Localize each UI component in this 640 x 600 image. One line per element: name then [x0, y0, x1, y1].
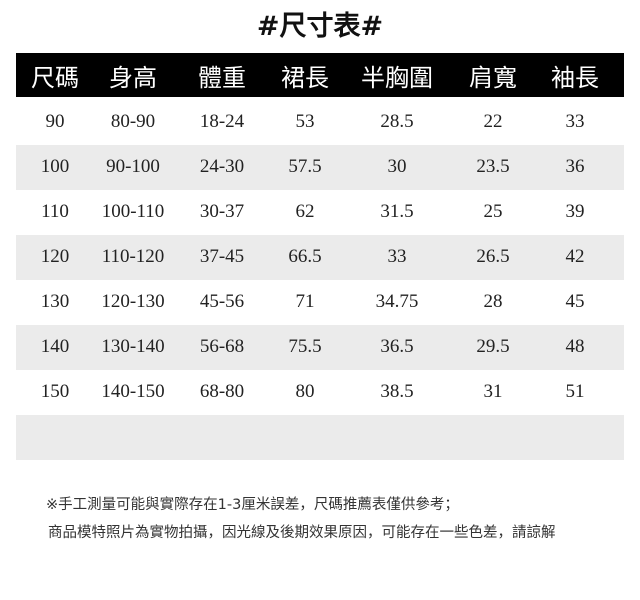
- table-cell: 25: [483, 201, 503, 222]
- table-cell: 36: [565, 156, 585, 177]
- table-cell: 120-130: [101, 291, 165, 312]
- table-cell: 30-37: [199, 201, 245, 222]
- note-line-1: ※手工測量可能與實際存在1-3厘米誤差，尺碼推薦表僅供參考；: [46, 497, 459, 513]
- table-cell: 28.5: [380, 111, 414, 132]
- table-cell: 80-90: [110, 111, 156, 132]
- table-cell: 28: [483, 291, 503, 312]
- table-cell: 150: [40, 381, 70, 402]
- table-cell: 62: [295, 201, 315, 222]
- column-header: 半胸圍: [361, 64, 433, 92]
- table-row: [16, 415, 624, 460]
- table-cell: 31: [483, 381, 503, 402]
- table-cell: 130-140: [101, 336, 165, 357]
- column-header: 體重: [198, 64, 246, 92]
- table-cell: 31.5: [380, 201, 414, 222]
- table-row: 90 80-90 18-24 53 28.5 22 33: [16, 100, 624, 145]
- table-row: 120 110-120 37-45 66.5 33 26.5 42: [16, 235, 624, 280]
- table-cell: 100-110: [101, 201, 165, 222]
- table-cell: 140: [40, 336, 70, 357]
- table-cell: 120: [40, 246, 70, 267]
- table-cell: 100: [40, 156, 70, 177]
- table-cell: 56-68: [199, 336, 245, 357]
- table-cell: 42: [565, 246, 585, 267]
- table-cell: 45: [565, 291, 585, 312]
- column-header: 袖長: [551, 64, 599, 92]
- table-cell: 18-24: [199, 111, 245, 132]
- table-cell: 110-120: [101, 246, 165, 267]
- table-cell: 26.5: [476, 246, 510, 267]
- table-cell: 75.5: [288, 336, 322, 357]
- column-header: 尺碼: [31, 64, 79, 92]
- table-cell: 33: [565, 111, 585, 132]
- table-cell: 53: [295, 111, 315, 132]
- table-cell: 36.5: [380, 336, 414, 357]
- table-cell: 45-56: [199, 291, 245, 312]
- table-cell: 39: [565, 201, 585, 222]
- table-cell: 23.5: [476, 156, 510, 177]
- table-cell: 80: [295, 381, 315, 402]
- table-cell: 33: [387, 246, 407, 267]
- page-title: #尺寸表#: [256, 11, 384, 42]
- table-cell: 51: [565, 381, 585, 402]
- column-header: 裙長: [281, 64, 329, 92]
- table-row: 140 130-140 56-68 75.5 36.5 29.5 48: [16, 325, 624, 370]
- table-cell: 34.75: [375, 291, 419, 312]
- table-row: 150 140-150 68-80 80 38.5 31 51: [16, 370, 624, 415]
- table-cell: 38.5: [380, 381, 414, 402]
- table-cell: 68-80: [199, 381, 245, 402]
- column-header: 身高: [109, 64, 157, 92]
- table-header: 尺碼 身高 體重 裙長 半胸圍 肩寬 袖長: [16, 53, 624, 97]
- table-row: 100 90-100 24-30 57.5 30 23.5 36: [16, 145, 624, 190]
- table-cell: 37-45: [199, 246, 245, 267]
- table-cell: 30: [387, 156, 407, 177]
- table-cell: 22: [483, 111, 503, 132]
- table-row: 110 100-110 30-37 62 31.5 25 39: [16, 190, 624, 235]
- table-row: 130 120-130 45-56 71 34.75 28 45: [16, 280, 624, 325]
- table-cell: 110: [41, 201, 69, 222]
- table-cell: 24-30: [199, 156, 245, 177]
- table-cell: 130: [40, 291, 70, 312]
- column-header: 肩寬: [469, 64, 517, 92]
- table-cell: 90-100: [106, 156, 160, 177]
- table-cell: 66.5: [288, 246, 322, 267]
- table-cell: 90: [45, 111, 65, 132]
- note-line-2: 商品模特照片為實物拍攝，因光線及後期效果原因，可能存在一些色差，請諒解: [48, 525, 556, 541]
- table-cell: 140-150: [101, 381, 165, 402]
- table-cell: 71: [295, 291, 315, 312]
- table-cell: 29.5: [476, 336, 510, 357]
- table-cell: 48: [565, 336, 585, 357]
- table-cell: 57.5: [288, 156, 322, 177]
